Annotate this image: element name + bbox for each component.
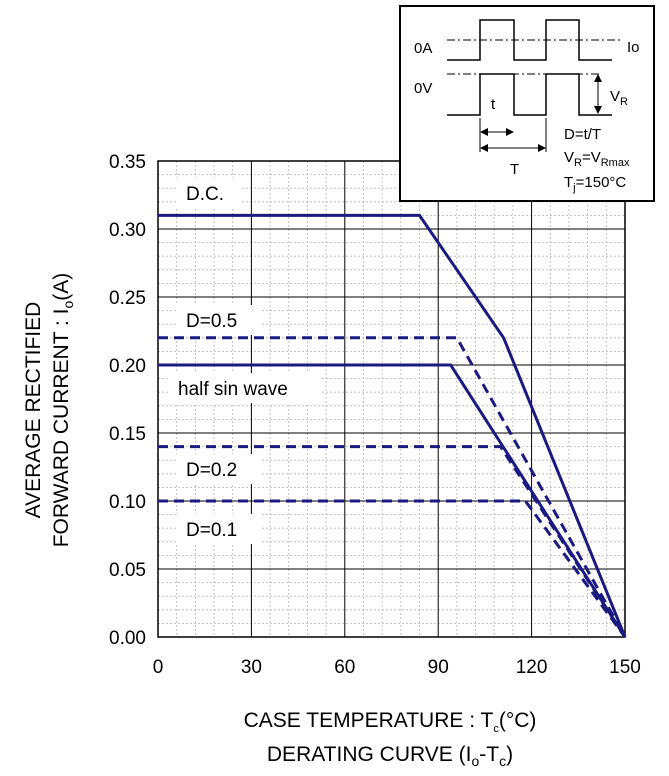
eq-duty: D=t/T [564,126,601,143]
period-arrow-head-right [538,144,546,152]
series-label-d05: D=0.5 [176,305,260,335]
y-axis-title-line2: FORWARD CURRENT : Io(A) [50,273,76,548]
series-line-2 [158,363,627,638]
plot-frame [157,160,626,638]
x-tick-label: 120 [516,657,548,678]
x-tick-label: 90 [428,657,449,678]
t-arrow-head-right [506,128,514,136]
series-label-d02: D=0.2 [176,454,260,484]
label-halfsin: half sin wave [178,379,288,400]
label-d02: D=0.2 [186,460,237,481]
voltage-waveform [447,73,612,116]
series-line-3 [158,445,627,638]
label-d01: D=0.1 [186,520,237,541]
series-line-1 [158,336,627,638]
y-tick-label: 0.05 [109,560,146,581]
x-tick-label: 0 [153,657,164,678]
label-0a: 0A [414,40,432,57]
label-t-small: t [491,96,496,113]
vr-arrow-head-down [594,106,602,114]
eq-tj: Tj=150°C [564,174,626,194]
label-io: Io [627,39,640,56]
series-label-halfsin: half sin wave [170,373,322,403]
y-tick-label: 0.35 [109,152,146,173]
chart-caption: DERATING CURVE (Io-Tc) [267,743,513,769]
vr-arrow-head-up [594,74,602,82]
x-axis-title: CASE TEMPERATURE : Tc(°C) [244,709,537,735]
eq-vr: VR=VRmax [564,149,630,169]
series-label-d01: D=0.1 [176,514,260,544]
label-d05: D=0.5 [186,311,237,332]
series-line-0 [158,213,627,638]
current-waveform [447,19,612,61]
waveform-inset: 0A Io 0V VR t T D=t/T VR=VRmax Tj=150°C [399,5,655,202]
y-tick-label: 0.25 [109,288,146,309]
t-arrow-head-left [480,128,488,136]
series-layer [158,213,627,638]
x-tick-label: 60 [334,657,355,678]
x-tick-label: 150 [609,657,641,678]
y-tick-label: 0.15 [109,424,146,445]
y-tick-label: 0.30 [109,220,146,241]
series-label-dc: D.C. [176,178,242,208]
label-0v: 0V [414,80,432,97]
x-tick-label: 30 [241,657,262,678]
y-tick-labels: 0.00 0.05 0.10 0.15 0.20 0.25 0.30 0.35 [109,152,146,649]
y-tick-label: 0.20 [109,356,146,377]
label-period: T [510,161,519,178]
x-tick-labels: 0 30 60 90 120 150 [153,657,641,678]
label-dc: D.C. [186,184,224,205]
inset-box [399,5,655,202]
y-tick-label: 0.00 [109,628,146,649]
y-tick-label: 0.10 [109,492,146,513]
period-arrow-head-left [480,144,488,152]
y-axis-title-line1: AVERAGE RECTIFIED [22,302,45,519]
label-vr: VR [610,88,628,108]
y-axis-title: AVERAGE RECTIFIED FORWARD CURRENT : Io(A… [22,273,76,548]
